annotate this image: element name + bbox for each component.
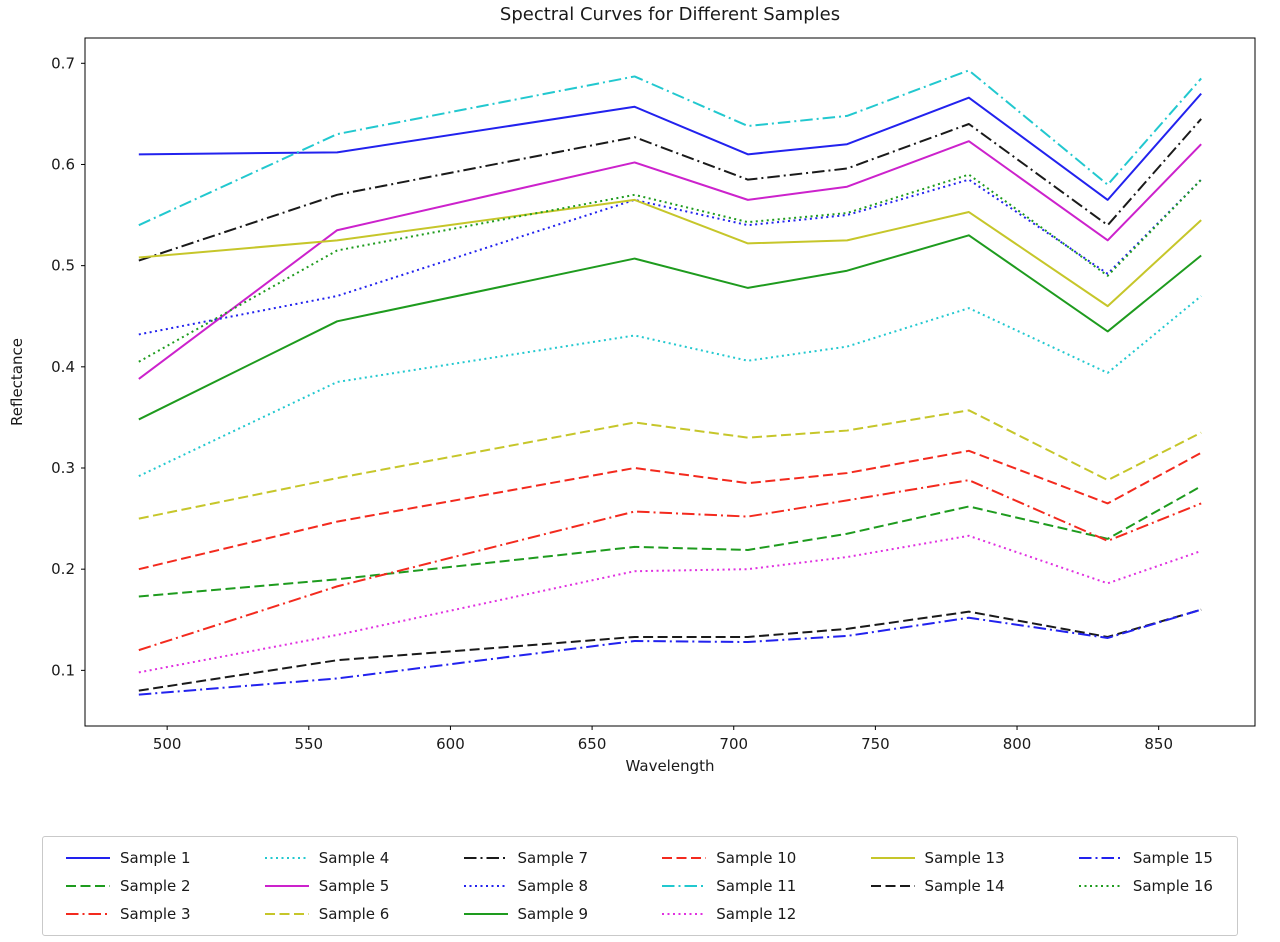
legend-line-swatch <box>264 857 309 859</box>
legend-entry-sample-6: Sample 6 <box>264 900 390 928</box>
legend-label: Sample 3 <box>120 905 191 923</box>
series-line-sample-1 <box>138 92 1202 201</box>
legend-label: Sample 16 <box>1132 877 1213 895</box>
legend-label: Sample 7 <box>517 849 589 867</box>
legend-label: Sample 8 <box>517 877 589 895</box>
x-tick-label: 600 <box>436 735 465 753</box>
legend-label: Sample 2 <box>120 877 191 895</box>
x-tick-label: 800 <box>1003 735 1032 753</box>
legend-label: Sample 12 <box>716 905 797 923</box>
legend-line-swatch <box>66 885 110 887</box>
legend-entry-sample-14: Sample 14 <box>870 872 1005 900</box>
legend-entry-sample-16: Sample 16 <box>1078 872 1213 900</box>
legend-entry-sample-1: Sample 1 <box>65 844 191 872</box>
legend-column: Sample 1 Sample 2 Sample 3 <box>65 844 191 928</box>
legend-column: Sample 4 Sample 5 Sample 6 <box>264 844 390 928</box>
x-tick-label: 850 <box>1144 735 1173 753</box>
legend-entry-sample-11: Sample 11 <box>661 872 796 900</box>
legend-label: Sample 5 <box>318 877 390 895</box>
legend-line-swatch <box>662 857 707 859</box>
series-line-sample-12 <box>138 534 1202 674</box>
legend-label: Sample 13 <box>924 849 1005 867</box>
legend-label: Sample 6 <box>318 905 390 923</box>
series-line-sample-13 <box>138 198 1202 308</box>
legend-line-swatch <box>66 857 110 859</box>
legend-column: Sample 13 Sample 14 <box>870 844 1005 928</box>
legend-entry-sample-10: Sample 10 <box>661 844 796 872</box>
y-tick-label: 0.4 <box>51 358 75 376</box>
legend-label: Sample 10 <box>716 849 797 867</box>
x-tick-label: 750 <box>861 735 890 753</box>
legend-column: Sample 15 Sample 16 <box>1078 844 1213 928</box>
series-line-sample-3 <box>138 479 1202 652</box>
legend-line-swatch <box>662 885 707 887</box>
legend-line-swatch <box>662 913 707 915</box>
legend-entry-sample-2: Sample 2 <box>65 872 191 900</box>
legend-entry-sample-8: Sample 8 <box>463 872 589 900</box>
legend-line-swatch <box>1078 885 1123 887</box>
legend-label: Sample 1 <box>120 849 191 867</box>
series-line-sample-5 <box>138 140 1202 380</box>
legend-label: Sample 9 <box>517 905 589 923</box>
plot-area: 500 550 600 650 700 750 800 850 0.1 0.2 0.3 0.4 0.5 0… <box>51 37 1256 753</box>
y-tick-label: 0.7 <box>51 54 75 72</box>
legend-label: Sample 14 <box>924 877 1005 895</box>
legend-column: Sample 7 Sample 8 Sample 9 <box>463 844 589 928</box>
legend-line-swatch <box>264 913 309 915</box>
legend-line-swatch <box>463 913 508 915</box>
legend-line-swatch <box>870 857 915 859</box>
x-tick-label: 700 <box>719 735 748 753</box>
y-tick-label: 0.6 <box>51 155 75 173</box>
series-line-sample-7 <box>138 118 1202 262</box>
legend-entry-sample-13: Sample 13 <box>870 844 1005 872</box>
legend-line-swatch <box>264 885 309 887</box>
series-line-sample-10 <box>138 449 1202 571</box>
x-tick-label: 550 <box>294 735 323 753</box>
series-line-sample-9 <box>138 234 1202 421</box>
legend-label: Sample 11 <box>716 877 797 895</box>
legend: Sample 1 Sample 2 Sample 3 Sample 4 Sample 5… <box>42 836 1238 936</box>
legend-entry-sample-9: Sample 9 <box>463 900 589 928</box>
legend-column: Sample 10 Sample 11 Sample 12 <box>661 844 796 928</box>
legend-entry-sample-12: Sample 12 <box>661 900 796 928</box>
y-tick-label: 0.2 <box>51 560 75 578</box>
legend-line-swatch <box>66 913 110 915</box>
x-axis-label: Wavelength <box>625 757 715 775</box>
y-tick-label: 0.5 <box>51 257 75 275</box>
legend-line-swatch <box>870 885 915 887</box>
series-line-sample-8 <box>138 178 1202 336</box>
series-line-sample-2 <box>138 485 1202 598</box>
legend-entry-sample-3: Sample 3 <box>65 900 191 928</box>
axes-frame <box>84 37 1256 727</box>
legend-line-swatch <box>1078 857 1123 859</box>
legend-entry-sample-15: Sample 15 <box>1078 844 1213 872</box>
series-line-sample-6 <box>138 409 1202 520</box>
y-tick-label: 0.1 <box>51 661 75 679</box>
x-tick-label: 650 <box>578 735 607 753</box>
legend-line-swatch <box>463 857 508 859</box>
legend-entry-sample-5: Sample 5 <box>264 872 390 900</box>
legend-label: Sample 4 <box>318 849 390 867</box>
series-line-sample-4 <box>138 295 1202 477</box>
chart-title: Spectral Curves for Different Samples <box>499 4 841 25</box>
series-line-sample-11 <box>138 69 1202 227</box>
legend-entry-sample-4: Sample 4 <box>264 844 390 872</box>
legend-label: Sample 15 <box>1132 849 1213 867</box>
y-tick-label: 0.3 <box>51 459 75 477</box>
series-line-sample-14 <box>138 608 1202 692</box>
legend-entry-sample-7: Sample 7 <box>463 844 589 872</box>
x-tick-label: 500 <box>153 735 182 753</box>
legend-line-swatch <box>463 885 508 887</box>
series-line-sample-15 <box>138 608 1202 696</box>
